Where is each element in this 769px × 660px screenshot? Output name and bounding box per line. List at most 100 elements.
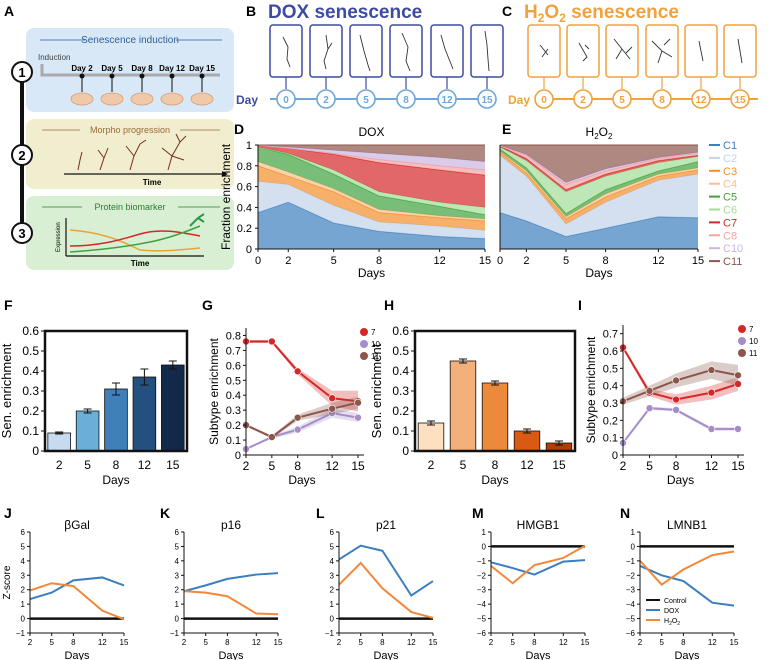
y-axis-label: Sen. enrichment: [0, 343, 14, 438]
x-tick-label: 12: [138, 458, 152, 472]
y-tick-label: −1: [626, 557, 636, 566]
x-tick-label: 15: [581, 638, 590, 647]
y-tick-label: 0.3: [22, 384, 39, 398]
legend-label: C4: [723, 179, 737, 191]
area-c10: [258, 145, 485, 170]
bar: [417, 422, 445, 452]
panel-letter-k: K: [160, 505, 170, 521]
area-c2: [258, 181, 485, 239]
culture-dish-icon: [130, 92, 154, 106]
x-tick-label: 5: [510, 638, 515, 647]
panel-letter-g: G: [202, 297, 213, 313]
y-tick-label: 5: [21, 542, 26, 551]
x-tick-label: 5: [203, 638, 208, 647]
dox-title: DOX senescence: [268, 2, 422, 23]
h2o2-title: H2O2 senescence: [524, 2, 679, 25]
cell-image-frame: [430, 24, 464, 78]
protein-time-label: Time: [131, 259, 150, 268]
y-tick-label: 0: [21, 615, 26, 624]
y-tick-label: 0.5: [392, 344, 409, 358]
legend-marker: [360, 328, 368, 336]
step-3: 3: [11, 222, 33, 244]
y-tick-label: 0.1: [603, 433, 618, 445]
day-circle: [396, 89, 416, 109]
area-c10: [500, 145, 698, 185]
legend-label: C6: [723, 205, 737, 217]
y-tick-label: −5: [626, 615, 636, 624]
x-tick-label: 2: [285, 255, 291, 267]
y-tick-label: 0.4: [22, 364, 39, 378]
chart-n: 2 5 8 12 15 −6 −5 −4 −3 −2 −1 0 1 Days LMNB1 Control DOX…: [626, 518, 739, 660]
series-line-10: [622, 407, 738, 444]
y-tick-label: −5: [477, 615, 487, 624]
chart-h: 2 5 8 12 15 0 0.1 0.2 0.3 0.4 0.5 0.6 Days Sen. enric…: [369, 324, 577, 487]
legend-label: 11: [371, 352, 380, 361]
protein-curve-green: [69, 225, 201, 253]
y-tick-label: 0.4: [603, 381, 618, 393]
bar: [481, 382, 509, 452]
y-tick-label: 2: [330, 586, 335, 595]
day-circle-label: 0: [541, 95, 547, 106]
y-tick-label: −1: [325, 629, 335, 638]
x-tick-label: 12: [433, 255, 445, 267]
legend-marker: [360, 340, 368, 348]
x-tick-label: 5: [659, 638, 664, 647]
panel-letter-d: D: [234, 121, 244, 137]
bar: [47, 432, 71, 452]
day-circle-label: 12: [441, 95, 453, 106]
x-tick-label: 8: [71, 638, 76, 647]
cell-image-frame: [269, 24, 303, 78]
x-tick-label: 2: [638, 638, 643, 647]
x-tick-label: 12: [325, 459, 339, 473]
x-tick-label: 5: [358, 638, 363, 647]
x-axis-label: Days: [64, 650, 90, 660]
h2o2-cell-frames: [527, 24, 757, 89]
y-tick-label: 0.6: [603, 346, 618, 358]
bar: [132, 376, 157, 452]
panel-letter-h: H: [384, 297, 394, 313]
chart-f: 2 5 8 12 15 0 0.1 0.2 0.3 0.4 0.5 0.6 Days Sen. enric…: [0, 324, 189, 487]
induction-day-label: Day 15: [189, 64, 215, 73]
area-c4: [258, 161, 485, 221]
x-tick-label: 15: [552, 458, 566, 472]
induction-day-dot: [199, 73, 205, 79]
induction-day-dot: [109, 73, 115, 79]
legend-marker: [738, 337, 746, 345]
y-tick-label: 0.6: [226, 360, 241, 372]
legend-label: C1: [723, 140, 737, 152]
legend-label: Control: [664, 598, 687, 605]
y-tick-label: 1: [482, 528, 487, 537]
induction-day-label: Day 8: [131, 64, 153, 73]
induction-day-label: Day 12: [159, 64, 185, 73]
induction-label: Induction: [38, 53, 70, 62]
cell-morphology-icon: [323, 34, 333, 70]
series-line-dox: [639, 564, 735, 607]
cell-image-frame: [389, 24, 423, 78]
y-tick-label: 4: [21, 557, 26, 566]
svg-text:2: 2: [18, 148, 25, 163]
day-circle: [691, 89, 711, 109]
y-tick-label: 6: [175, 528, 180, 537]
bar: [161, 364, 185, 452]
panel-letter-i: I: [578, 297, 582, 313]
x-tick-label: 2: [56, 458, 63, 472]
y-tick-label: 0: [246, 244, 252, 256]
series-point: [672, 406, 680, 414]
y-tick-label: 1: [246, 140, 252, 152]
series-point: [354, 398, 362, 407]
chart-title: p21: [376, 518, 396, 532]
x-tick-label: 8: [673, 459, 680, 473]
y-tick-label: 3: [330, 571, 335, 580]
area-c8: [258, 145, 485, 176]
day-circle-label: 2: [323, 95, 329, 106]
x-tick-label: 12: [98, 638, 107, 647]
morpho-cells: [77, 133, 187, 171]
day-circle-label: 2: [580, 95, 586, 106]
panel-letter-c: C: [502, 3, 512, 19]
x-tick-label: 12: [708, 638, 717, 647]
svg-text:1: 1: [18, 65, 25, 80]
day-circle-label: 15: [734, 95, 746, 106]
